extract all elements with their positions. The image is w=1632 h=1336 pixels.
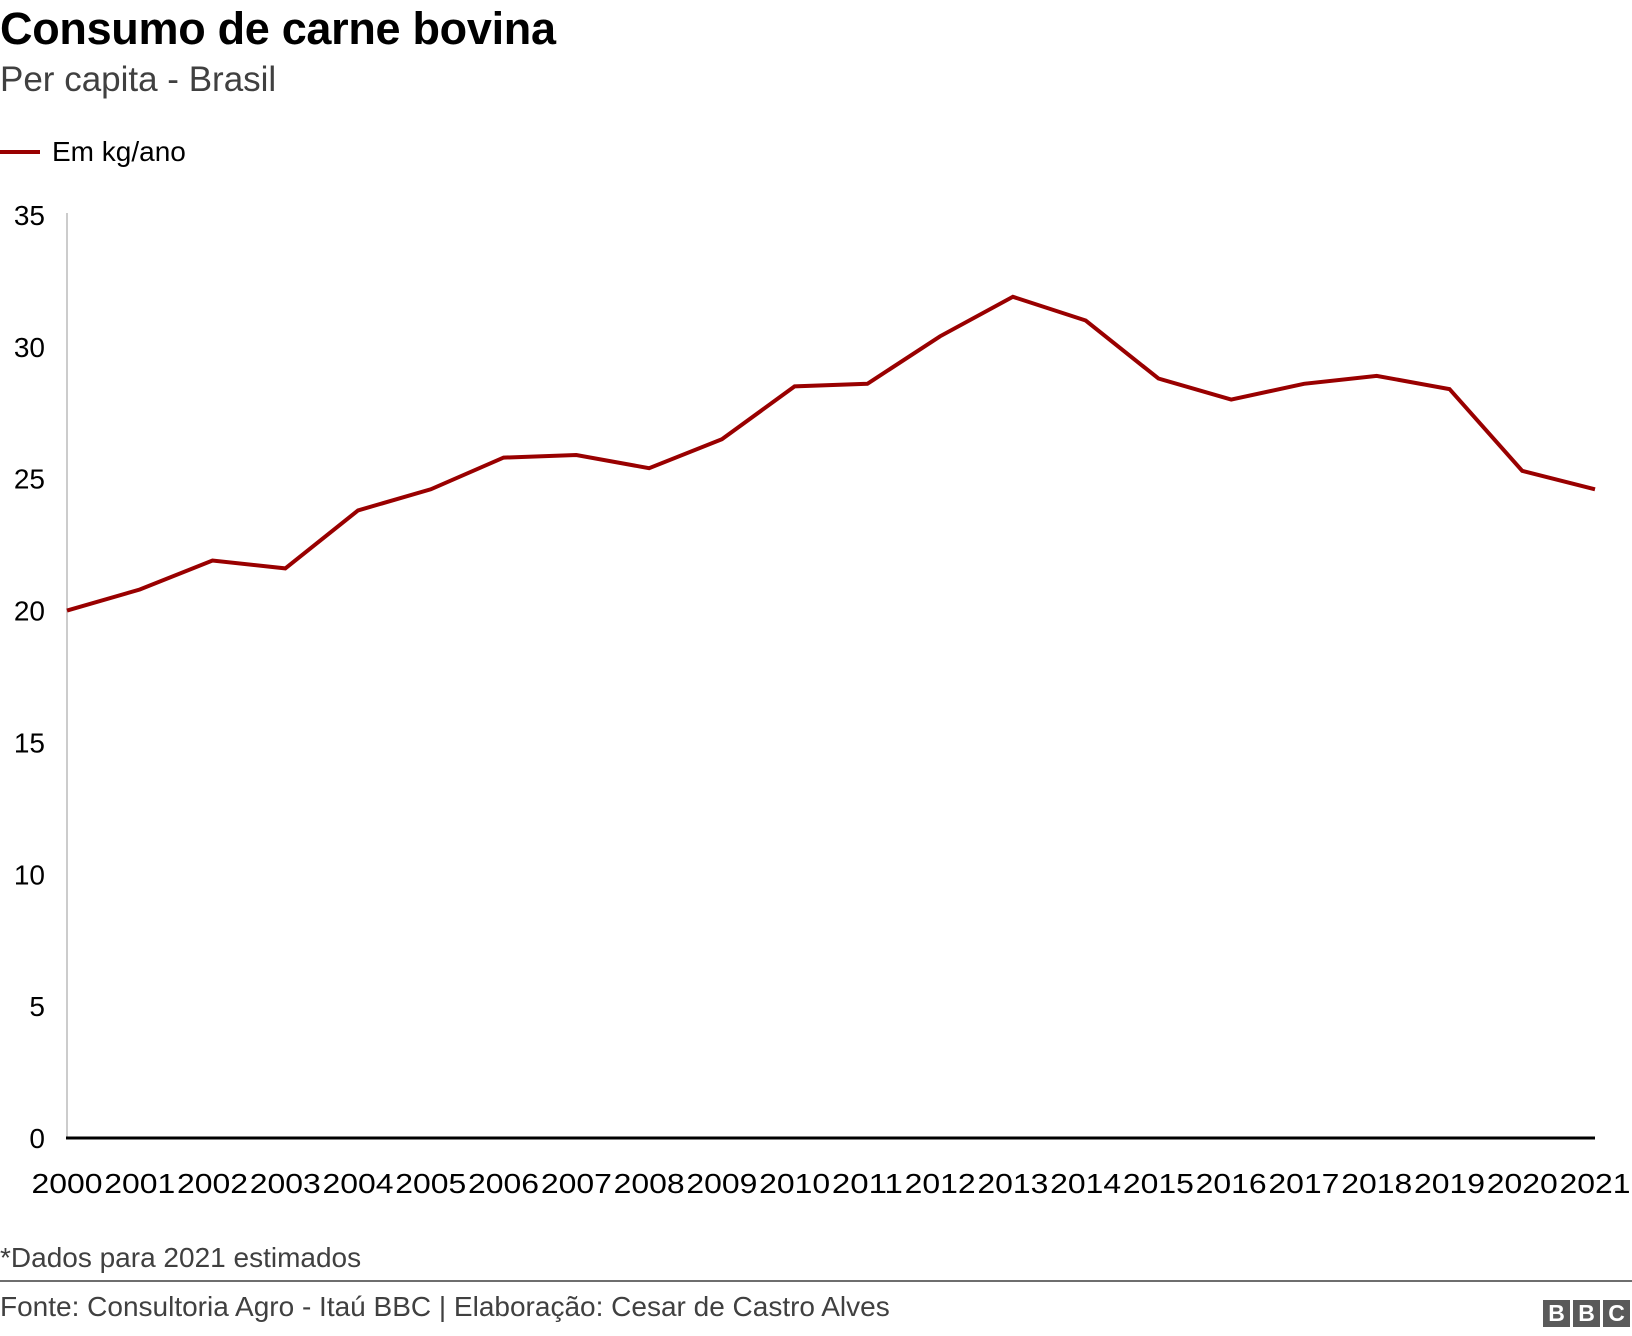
x-tick-label: 2008 xyxy=(614,1168,685,1199)
x-tick-label: 2009 xyxy=(686,1168,757,1199)
x-tick-label: 2011 xyxy=(832,1168,903,1199)
x-tick-label: 2021 xyxy=(1560,1168,1631,1199)
bbc-logo: B B C xyxy=(1543,1300,1630,1327)
bbc-logo-letter: C xyxy=(1603,1300,1630,1327)
x-axis: 2000 2001 2002 2003 2004 2005 2006 2007 2008 2009… xyxy=(32,1136,1631,1199)
x-tick-label: 2005 xyxy=(395,1168,466,1199)
legend: Em kg/ano xyxy=(0,132,186,172)
x-tick-label: 2004 xyxy=(323,1168,394,1199)
bbc-logo-letter: B xyxy=(1573,1300,1600,1327)
x-tick-label: 2014 xyxy=(1050,1168,1121,1199)
x-tick-label: 2001 xyxy=(104,1168,175,1199)
y-tick-label: 25 xyxy=(14,464,45,495)
y-tick-label: 5 xyxy=(29,991,45,1022)
x-tick-label: 2019 xyxy=(1414,1168,1485,1199)
legend-line-swatch-icon xyxy=(0,150,40,154)
x-tick-label: 2012 xyxy=(905,1168,976,1199)
x-tick-label: 2017 xyxy=(1268,1168,1339,1199)
y-tick-label: 0 xyxy=(29,1123,45,1154)
bbc-logo-letter: B xyxy=(1543,1300,1570,1327)
x-tick-label: 2015 xyxy=(1123,1168,1194,1199)
y-tick-label: 20 xyxy=(14,596,45,627)
x-tick-label: 2007 xyxy=(541,1168,612,1199)
x-tick-label: 2002 xyxy=(177,1168,248,1199)
y-axis: 0 5 10 15 20 25 30 35 xyxy=(14,200,68,1154)
x-tick-label: 2018 xyxy=(1341,1168,1412,1199)
footer-divider xyxy=(0,1280,1632,1282)
y-tick-label: 30 xyxy=(14,332,45,363)
legend-label: Em kg/ano xyxy=(52,136,186,167)
x-tick-label: 2000 xyxy=(32,1168,103,1199)
data-series xyxy=(66,294,1596,613)
x-tick-label: 2006 xyxy=(468,1168,539,1199)
x-tick-label: 2010 xyxy=(759,1168,830,1199)
source-credit: Fonte: Consultoria Agro - Itaú BBC | Ela… xyxy=(0,1291,890,1322)
chart-title: Consumo de carne bovina xyxy=(0,3,556,54)
footnote: *Dados para 2021 estimados xyxy=(0,1242,362,1273)
y-tick-label: 35 xyxy=(14,200,45,231)
series-line xyxy=(66,294,1596,613)
x-tick-label: 2013 xyxy=(977,1168,1048,1199)
chart-subtitle: Per capita - Brasil xyxy=(0,60,277,99)
x-tick-label: 2016 xyxy=(1196,1168,1267,1199)
y-tick-label: 15 xyxy=(14,727,45,758)
x-tick-label: 2020 xyxy=(1487,1168,1558,1199)
x-tick-label: 2003 xyxy=(250,1168,321,1199)
y-tick-label: 10 xyxy=(14,859,45,890)
